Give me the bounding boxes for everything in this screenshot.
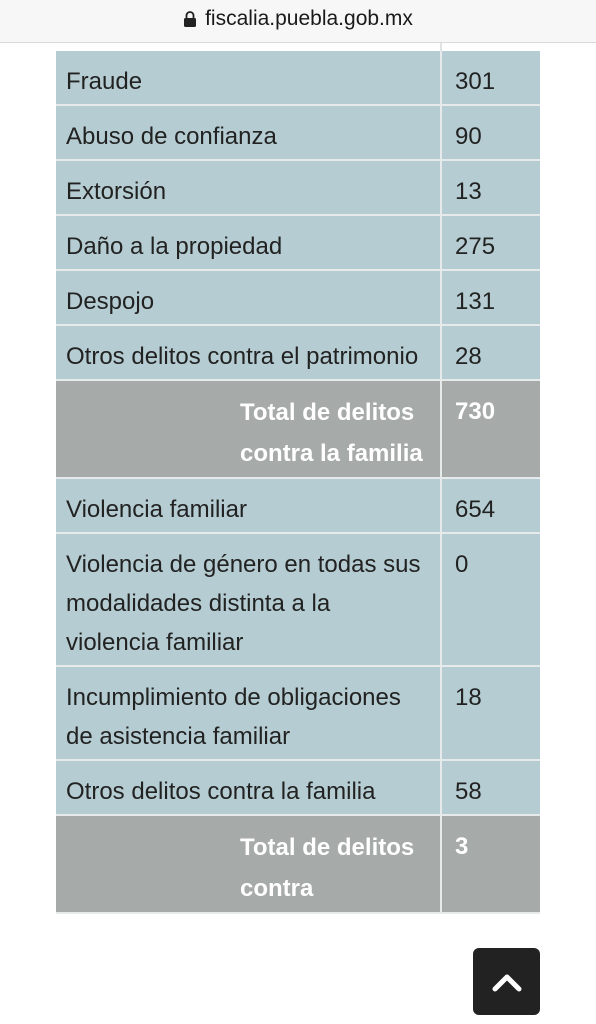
crime-label-cell: Violencia de género en todas sus modalid…: [56, 534, 442, 665]
crime-count-cell: 275: [455, 233, 496, 260]
lock-icon: [184, 11, 197, 27]
total-value-cell: 3: [455, 833, 469, 860]
crime-count-cell: 90: [455, 123, 482, 150]
crime-label-cell: Otros delitos contra el patrimonio: [56, 326, 442, 379]
table-top-edge: [56, 43, 540, 51]
crime-count-cell: 58: [455, 778, 482, 805]
crime-label-cell: Violencia familiar: [56, 479, 442, 532]
table-row: Despojo 131: [56, 271, 540, 326]
crime-statistics-table: Fraude 301 Abuso de confianza 90 Extorsión 13…: [56, 43, 540, 914]
total-label-cell: Total de delitos contra: [56, 816, 442, 912]
table-total-row: Total de delitos contra 3: [56, 816, 540, 914]
crime-count-cell: 13: [455, 178, 482, 205]
crime-count-cell: 0: [455, 551, 469, 578]
crime-label-cell: Incumplimiento de obligaciones de asiste…: [56, 667, 442, 759]
crime-label-cell: Daño a la propiedad: [56, 216, 442, 269]
crime-count-cell: 131: [455, 288, 496, 315]
crime-label-cell: Otros delitos contra la familia: [56, 761, 442, 814]
crime-label-cell: Abuso de confianza: [56, 106, 442, 159]
table-total-row: Total de delitos contra la familia 730: [56, 381, 540, 479]
table-row: Otros delitos contra la familia 58: [56, 761, 540, 816]
crime-label-cell: Fraude: [56, 51, 442, 104]
table-row: Fraude 301: [56, 51, 540, 106]
url-text: fiscalia.puebla.gob.mx: [205, 7, 413, 30]
url-display[interactable]: fiscalia.puebla.gob.mx: [183, 7, 413, 31]
crime-count-cell: 301: [455, 68, 496, 95]
chevron-up-icon: [492, 974, 521, 991]
table-row: Extorsión 13: [56, 161, 540, 216]
table-row: Otros delitos contra el patrimonio 28: [56, 326, 540, 381]
table-row: Violencia familiar 654: [56, 479, 540, 534]
page-content: Fraude 301 Abuso de confianza 90 Extorsión 13…: [0, 43, 596, 1024]
table-body: Fraude 301 Abuso de confianza 90 Extorsión 13…: [56, 51, 540, 914]
crime-count-cell: 28: [455, 343, 482, 370]
table-row: Daño a la propiedad 275: [56, 216, 540, 271]
total-value-cell: 730: [455, 398, 496, 425]
table-row: Violencia de género en todas sus modalid…: [56, 534, 540, 667]
scroll-to-top-button[interactable]: [473, 948, 540, 1015]
crime-count-cell: 654: [455, 496, 496, 523]
crime-label-cell: Extorsión: [56, 161, 442, 214]
browser-address-bar[interactable]: fiscalia.puebla.gob.mx: [0, 0, 596, 43]
crime-label-cell: Despojo: [56, 271, 442, 324]
total-label-cell: Total de delitos contra la familia: [56, 381, 442, 477]
table-row: Incumplimiento de obligaciones de asiste…: [56, 667, 540, 761]
table-row: Abuso de confianza 90: [56, 106, 540, 161]
crime-count-cell: 18: [455, 684, 482, 711]
